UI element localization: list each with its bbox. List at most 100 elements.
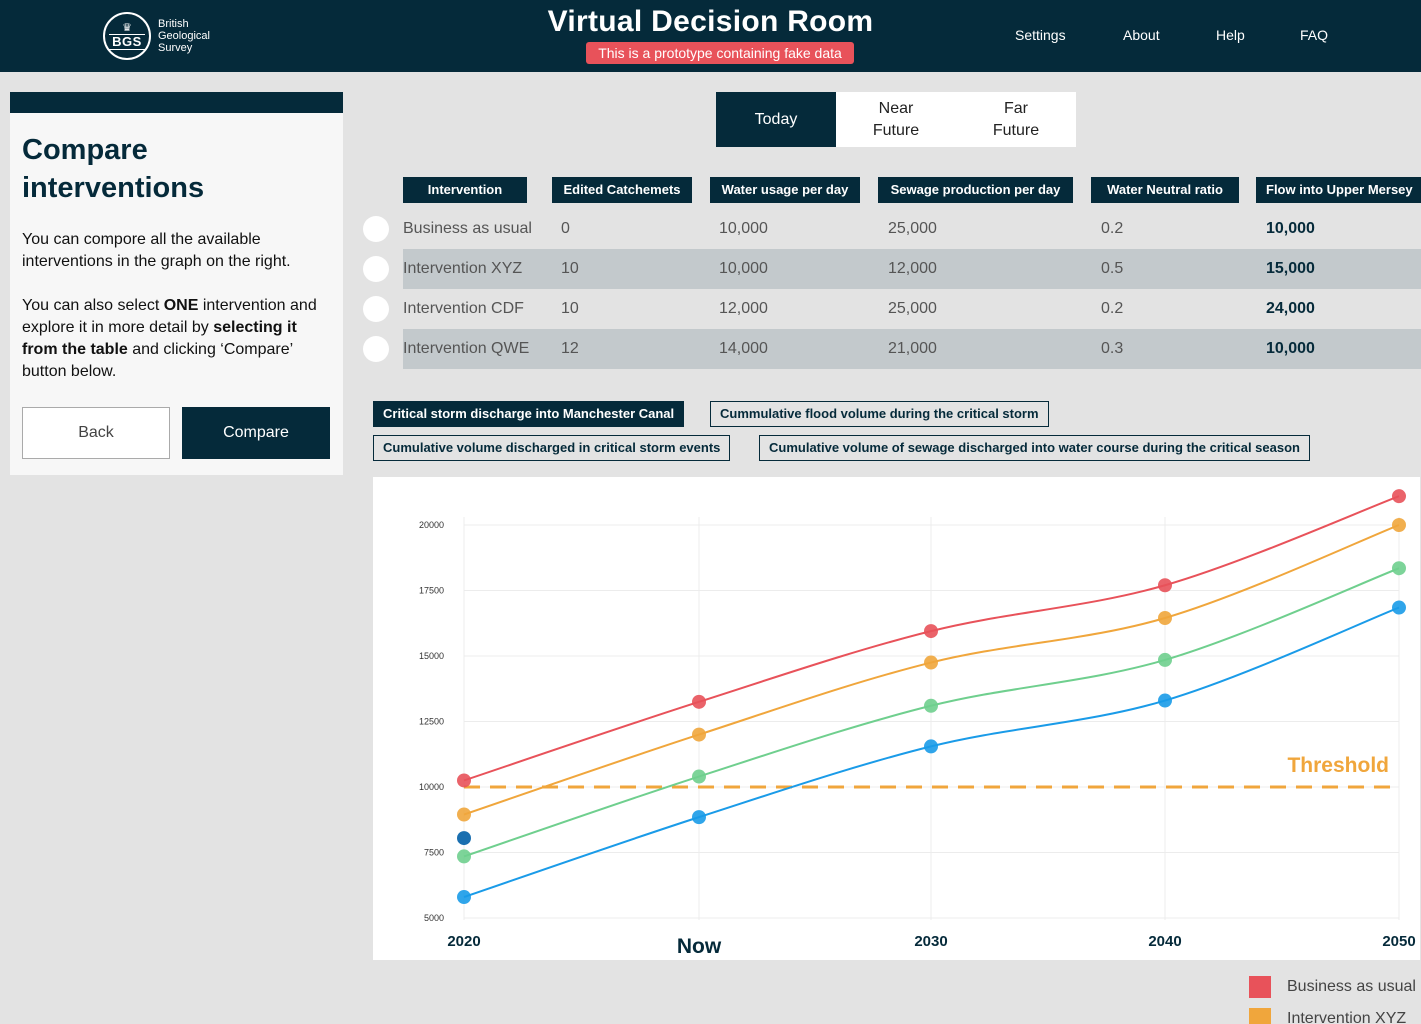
cell-water-neutral-ratio: 0.3 (1101, 340, 1124, 357)
data-point (457, 807, 471, 822)
cell-edited-catchments: 10 (561, 260, 579, 277)
legend-item[interactable]: Intervention XYZ (1249, 1008, 1406, 1024)
data-point (457, 773, 471, 788)
y-tick-label: 20000 (419, 520, 444, 530)
tab-today[interactable]: Today (716, 92, 836, 147)
data-point (924, 655, 938, 670)
chart-canvas: 5000 7500 10000 12500 15000 17500 20000 2020 Now… (419, 489, 1416, 958)
table-row[interactable]: Intervention QWE 12 14,000 21,000 0.3 10… (363, 329, 1421, 369)
compare-button[interactable]: Compare (182, 407, 330, 459)
x-tick-label: 2040 (1148, 933, 1181, 950)
legend-swatch (1249, 976, 1271, 998)
cell-water-usage: 10,000 (719, 260, 768, 277)
data-point (1392, 561, 1406, 576)
cell-sewage-production: 25,000 (888, 300, 937, 317)
nav-help[interactable]: Help (1216, 27, 1245, 43)
cell-intervention: Intervention CDF (403, 300, 524, 317)
data-point (457, 890, 471, 905)
data-point (692, 694, 706, 709)
data-point (1158, 652, 1172, 667)
column-header-water-neutral-ratio: Water Neutral ratio (1091, 177, 1239, 203)
data-point (1392, 518, 1406, 532)
row-select-radio[interactable] (363, 256, 389, 282)
data-point (457, 831, 471, 846)
data-point (1392, 489, 1406, 504)
column-header-sewage-production: Sewage production per day (878, 177, 1073, 203)
cell-intervention: Intervention QWE (403, 340, 530, 357)
row-select-radio[interactable] (363, 296, 389, 322)
prototype-notice-badge: This is a prototype containing fake data (586, 42, 854, 64)
cell-water-usage: 14,000 (719, 340, 768, 357)
x-tick-label: 2050 (1382, 933, 1415, 950)
app-title: Virtual Decision Room (547, 5, 874, 38)
cell-flow-upper-mersey: 10,000 (1266, 340, 1315, 357)
data-point (924, 624, 938, 639)
data-point (457, 849, 471, 864)
x-tick-label: 2020 (447, 933, 480, 950)
y-tick-label: 15000 (419, 651, 444, 661)
data-point (924, 739, 938, 754)
cell-sewage-production: 21,000 (888, 340, 937, 357)
panel-instructions: You can also select ONE intervention and… (22, 297, 317, 380)
data-point (692, 769, 706, 784)
metric-tab-storm-discharge[interactable]: Critical storm discharge into Manchester… (373, 401, 685, 427)
data-point (924, 698, 938, 713)
data-point (1158, 578, 1172, 593)
y-tick-label: 7500 (424, 848, 444, 858)
app-header: ♛ BGS British Geological Survey Virtual … (0, 0, 1421, 72)
cell-water-usage: 12,000 (719, 300, 768, 317)
cell-water-usage: 10,000 (719, 220, 768, 237)
x-tick-label: 2030 (914, 933, 947, 950)
legend-item[interactable]: Business as usual (1249, 976, 1416, 998)
cell-edited-catchments: 0 (561, 220, 570, 237)
column-header-water-usage: Water usage per day (710, 177, 860, 203)
cell-water-neutral-ratio: 0.2 (1101, 300, 1124, 317)
tab-far-future[interactable]: Far Future (992, 99, 1040, 139)
column-header-edited-catchments: Edited Catchemets (552, 177, 692, 203)
nav-faq[interactable]: FAQ (1300, 27, 1329, 43)
data-point (692, 810, 706, 825)
cell-flow-upper-mersey: 24,000 (1266, 300, 1315, 317)
threshold-label: Threshold (1287, 754, 1389, 777)
data-point (692, 727, 706, 742)
nav-settings[interactable]: Settings (1015, 27, 1066, 43)
data-point (1158, 611, 1172, 626)
logo-wordmark: British Geological Survey (158, 18, 210, 54)
legend-label: Business as usual (1287, 978, 1416, 995)
legend-label: Intervention XYZ (1287, 1010, 1407, 1024)
cell-sewage-production: 12,000 (888, 260, 937, 277)
time-period-tabs: Today Near Future Far Future (716, 92, 1076, 147)
cell-sewage-production: 25,000 (888, 220, 937, 237)
x-tick-label: Now (677, 935, 722, 958)
back-button[interactable]: Back (22, 407, 170, 459)
table-row[interactable]: Intervention CDF 10 12,000 25,000 0.2 24… (363, 289, 1421, 329)
metric-tab-flood-volume[interactable]: Cummulative flood volume during the crit… (710, 401, 1049, 427)
table-row[interactable]: Intervention XYZ 10 10,000 12,000 0.5 15… (363, 249, 1421, 289)
cell-intervention: Business as usual (403, 220, 532, 237)
cell-flow-upper-mersey: 10,000 (1266, 220, 1315, 237)
column-header-intervention: Intervention (403, 177, 527, 203)
row-select-radio[interactable] (363, 216, 389, 242)
line-chart: 5000 7500 10000 12500 15000 17500 20000 2020 Now… (373, 477, 1420, 960)
y-tick-label: 12500 (419, 717, 444, 727)
column-header-flow-upper-mersey: Flow into Upper Mersey (1256, 177, 1421, 203)
compare-panel: Compare interventions You can compore al… (10, 113, 343, 475)
legend-swatch (1249, 1008, 1271, 1024)
data-point (1392, 600, 1406, 615)
panel-description: You can compore all the available interv… (22, 231, 291, 270)
panel-header-bar (10, 92, 343, 113)
cell-flow-upper-mersey: 15,000 (1266, 260, 1315, 277)
metric-tab-sewage-volume[interactable]: Cumulative volume of sewage discharged i… (759, 435, 1310, 461)
row-select-radio[interactable] (363, 336, 389, 362)
bgs-logo[interactable]: ♛ BGS British Geological Survey (103, 12, 210, 60)
data-point (1158, 693, 1172, 708)
cell-edited-catchments: 12 (561, 340, 579, 357)
tab-near-future[interactable]: Near Future (872, 99, 920, 139)
cell-water-neutral-ratio: 0.5 (1101, 260, 1124, 277)
cell-water-neutral-ratio: 0.2 (1101, 220, 1124, 237)
table-row[interactable]: Business as usual 0 10,000 25,000 0.2 10… (363, 209, 1421, 249)
panel-title: Compare interventions (22, 134, 205, 204)
y-tick-label: 10000 (419, 782, 444, 792)
nav-about[interactable]: About (1123, 27, 1160, 43)
metric-tab-storm-volume[interactable]: Cumulative volume discharged in critical… (373, 435, 731, 461)
